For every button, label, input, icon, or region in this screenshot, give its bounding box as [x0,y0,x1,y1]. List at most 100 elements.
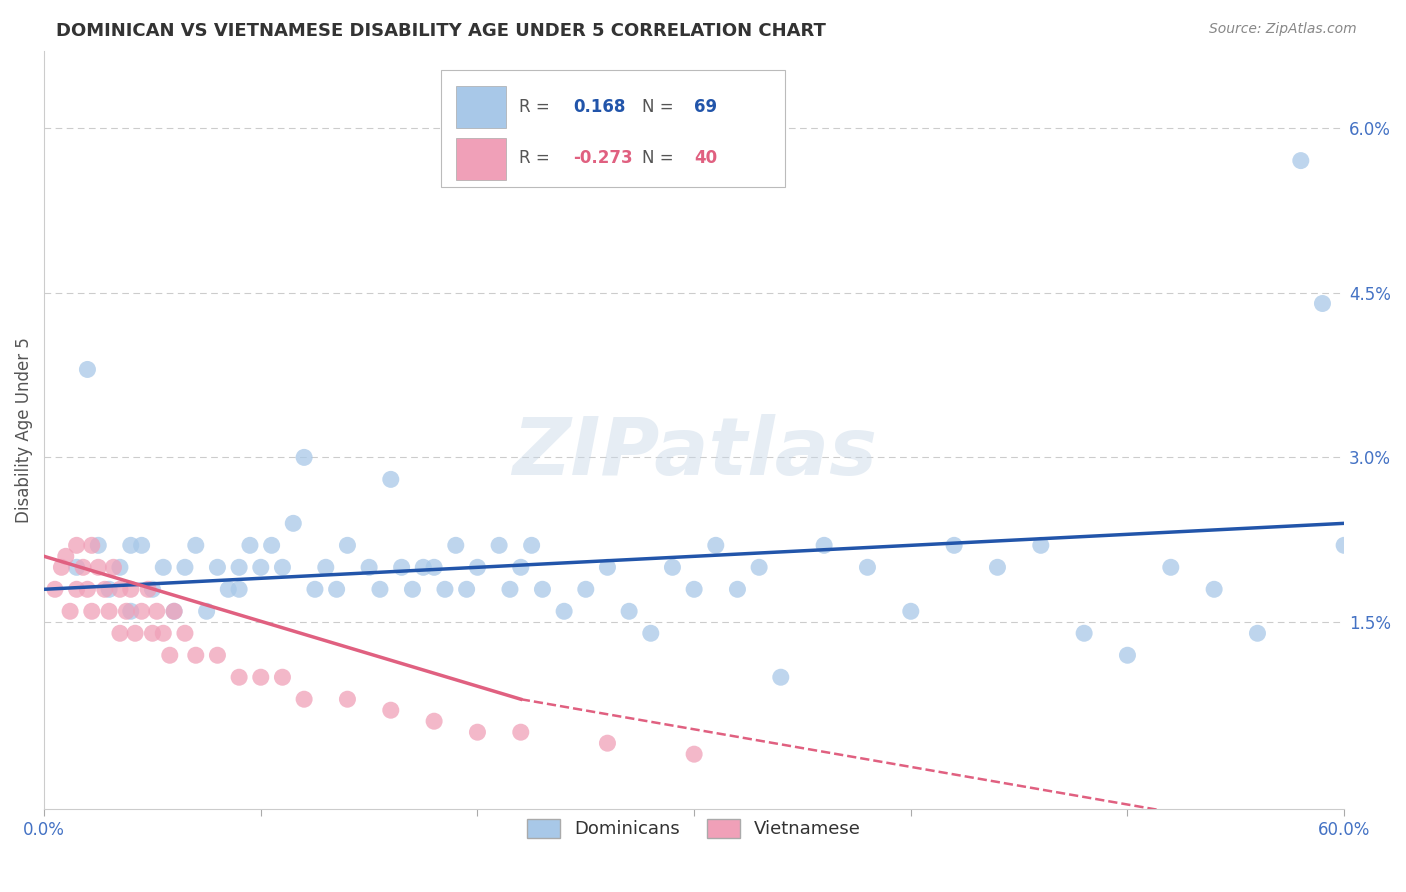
Point [103,560,125,574]
Point [456,582,478,597]
Point [131,538,153,552]
Point [1312,296,1334,310]
Text: 40: 40 [695,149,717,168]
Point [433,582,456,597]
Point [80,604,103,618]
Point [575,582,598,597]
Point [163,604,186,618]
Text: -0.273: -0.273 [574,149,633,168]
Point [239,538,262,552]
Y-axis label: Disability Age Under 5: Disability Age Under 5 [15,337,32,523]
Point [228,582,250,597]
Point [131,604,153,618]
Point [943,538,966,552]
Point [380,472,402,486]
Legend: Dominicans, Vietnamese: Dominicans, Vietnamese [520,812,868,846]
Text: DOMINICAN VS VIETNAMESE DISABILITY AGE UNDER 5 CORRELATION CHART: DOMINICAN VS VIETNAMESE DISABILITY AGE U… [56,22,827,40]
Point [596,560,619,574]
Point [260,538,283,552]
Point [228,670,250,684]
Point [159,648,181,663]
Point [292,692,315,706]
FancyBboxPatch shape [440,70,785,187]
Text: R =: R = [519,149,554,168]
Point [1204,582,1226,597]
FancyBboxPatch shape [456,87,506,128]
Point [1116,648,1139,663]
Text: N =: N = [643,149,679,168]
Point [704,538,727,552]
Point [727,582,749,597]
Point [986,560,1008,574]
Point [108,582,131,597]
FancyBboxPatch shape [456,138,506,179]
Point [617,604,640,618]
Point [141,582,163,597]
Point [271,560,294,574]
Point [184,538,207,552]
Point [249,670,271,684]
Point [467,725,489,739]
Point [292,450,315,465]
Point [271,670,294,684]
Point [76,362,98,376]
Point [174,560,197,574]
Point [1289,153,1312,168]
Point [336,692,359,706]
Point [467,560,489,574]
Point [120,604,142,618]
Point [120,538,142,552]
Point [509,725,531,739]
Point [391,560,413,574]
Point [553,604,575,618]
Point [596,736,619,750]
Point [163,604,186,618]
Point [683,582,706,597]
Point [444,538,467,552]
Point [661,560,683,574]
Point [900,604,922,618]
Point [152,560,174,574]
Point [174,626,197,640]
Point [120,582,142,597]
Point [98,582,121,597]
Point [76,582,98,597]
Point [509,560,531,574]
Point [769,670,792,684]
Point [72,560,94,574]
Point [146,604,169,618]
Point [336,538,359,552]
Point [1160,560,1182,574]
Point [520,538,543,552]
Point [207,648,229,663]
Point [856,560,879,574]
Point [124,626,146,640]
Point [80,538,103,552]
Point [249,560,271,574]
Point [65,560,87,574]
Point [423,560,446,574]
Text: 69: 69 [695,98,717,116]
Point [531,582,554,597]
Point [1073,626,1095,640]
Point [1333,538,1355,552]
Point [401,582,423,597]
Text: R =: R = [519,98,554,116]
Point [115,604,138,618]
Point [228,560,250,574]
Point [683,747,706,761]
Point [108,560,131,574]
Point [1029,538,1052,552]
Point [283,516,305,531]
Point [59,604,82,618]
Point [423,714,446,729]
Point [141,626,163,640]
Point [1246,626,1268,640]
Point [359,560,381,574]
Point [98,604,121,618]
Point [94,582,117,597]
Text: Source: ZipAtlas.com: Source: ZipAtlas.com [1209,22,1357,37]
Point [813,538,835,552]
Point [315,560,337,574]
Point [304,582,326,597]
